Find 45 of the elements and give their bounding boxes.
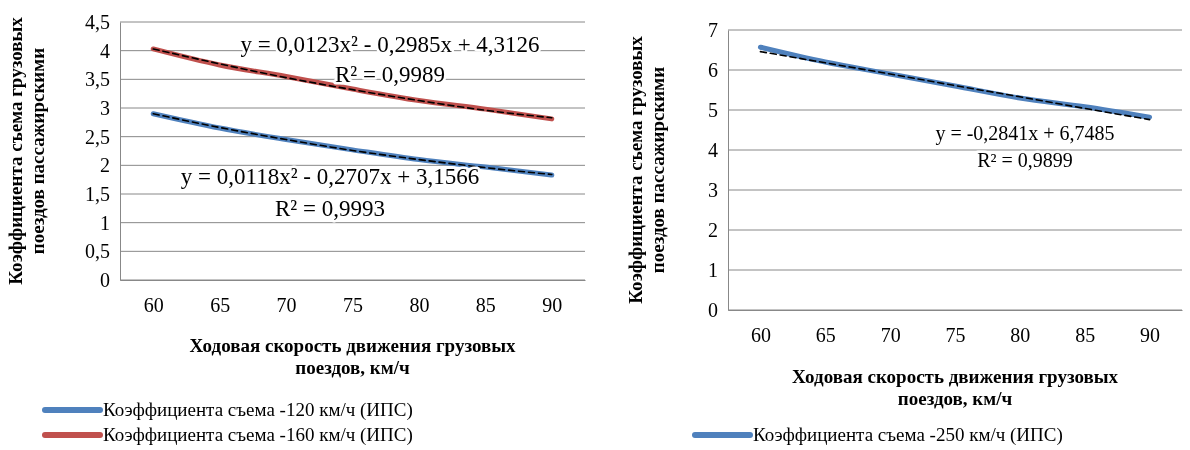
y-tick-label: 1,5 <box>85 182 110 205</box>
annotation: R² = 0,9993 <box>275 196 385 221</box>
annotation: y = 0,0123x² - 0,2985x + 4,3126 <box>240 32 540 57</box>
y-tick-label: 1 <box>100 211 110 234</box>
y-tick-label: 4 <box>100 39 110 62</box>
x-tick-label: 80 <box>1010 324 1031 347</box>
legend-label: Коэффициента съема -250 км/ч (ИПС) <box>753 424 1063 446</box>
annotation: y = 0,0118x² - 0,2707x + 3,1566 <box>180 164 480 189</box>
x-tick-label: 60 <box>143 294 164 317</box>
y-tick-label: 3 <box>100 96 110 119</box>
x-tick-label: 90 <box>542 294 563 317</box>
y-axis-title: Коэффициента съема грузовых поездов пассажирскими <box>5 16 48 285</box>
x-tick-label: 85 <box>1075 324 1096 347</box>
y-tick-label: 2,5 <box>85 125 110 148</box>
y-tick-label: 0,5 <box>85 240 110 263</box>
y-tick-label: 0 <box>708 298 718 321</box>
x-axis-title: Ходовая скорость движения грузовых поездов, км/ч <box>791 366 1119 409</box>
x-axis-title: Ходовая скорость движения грузовых поездов, км/ч <box>189 335 517 378</box>
y-tick-label: 6 <box>708 58 718 81</box>
y-tick-label: 5 <box>708 98 718 121</box>
x-tick-label: 75 <box>945 324 966 347</box>
y-axis-title: Коэффициента съема грузовых поездов пассажирскими <box>625 35 668 304</box>
annotation: y = -0,2841x + 6,7485 <box>935 122 1115 145</box>
y-tick-label: 4,5 <box>85 10 110 33</box>
x-tick-label: 60 <box>750 324 771 347</box>
y-tick-label: 0 <box>100 268 110 291</box>
legend-label: Коэффициента съема -160 км/ч (ИПС) <box>103 424 413 446</box>
x-tick-label: 70 <box>276 294 297 317</box>
y-tick-label: 1 <box>708 258 718 281</box>
x-tick-label: 75 <box>343 294 363 317</box>
y-tick-label: 3 <box>708 178 718 201</box>
x-tick-label: 65 <box>210 294 231 317</box>
y-tick-label: 2 <box>100 154 110 177</box>
x-tick-label: 70 <box>880 324 901 347</box>
x-tick-label: 85 <box>475 294 496 317</box>
x-tick-label: 65 <box>815 324 836 347</box>
x-tick-label: 80 <box>409 294 430 317</box>
y-tick-label: 7 <box>708 18 718 41</box>
y-tick-label: 4 <box>708 138 718 161</box>
legend-label: Коэффициента съема -120 км/ч (ИПС) <box>103 399 413 421</box>
x-tick-label: 90 <box>1140 324 1161 347</box>
y-tick-label: 2 <box>708 218 718 241</box>
annotation: R² = 0,9899 <box>977 149 1073 171</box>
annotation: R² = 0,9989 <box>335 62 445 87</box>
y-tick-label: 3,5 <box>85 68 110 91</box>
